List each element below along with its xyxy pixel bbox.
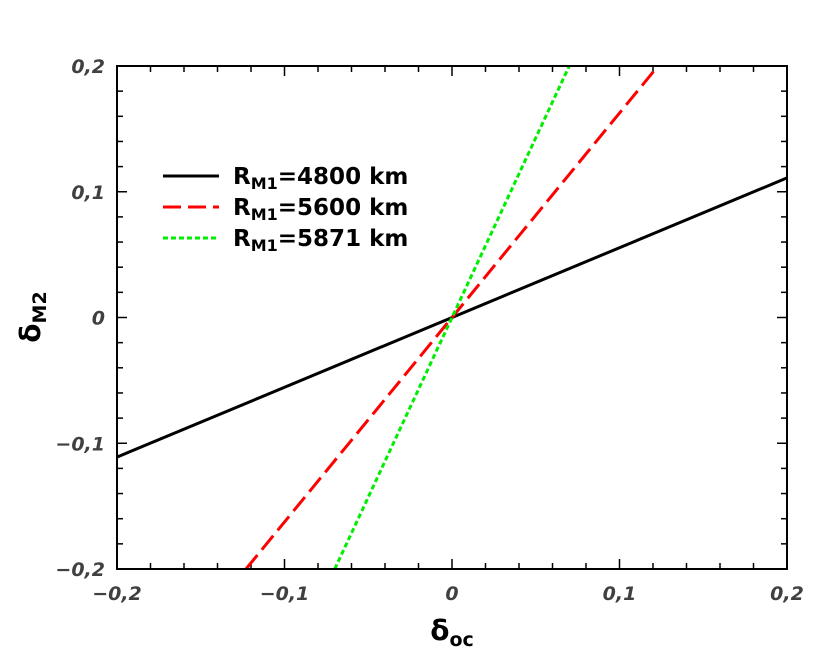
y-axis-title: δM2 (14, 291, 51, 342)
legend-label-rest: =5871 km (278, 226, 409, 252)
series-line-3 (333, 66, 571, 569)
x-axis-title: δoc (430, 614, 474, 651)
y-tick-label: −0,1 (55, 433, 105, 455)
plot-frame (116, 65, 788, 570)
plot-series (117, 66, 787, 569)
x-tick-label: −0,1 (260, 583, 310, 605)
legend-label-sub: M1 (251, 205, 278, 224)
y-tick-label: −0,2 (55, 559, 105, 581)
legend-label-rest: =5600 km (278, 195, 409, 221)
x-tick-label: 0,2 (770, 583, 804, 605)
legend-label-2: RM1=5600 km (233, 195, 408, 224)
legend-label-base: R (233, 226, 251, 252)
legend-label-sub: M1 (251, 174, 278, 193)
x-axis-title-sub: oc (449, 629, 473, 651)
x-tick-label: 0,1 (603, 583, 637, 605)
y-axis-title-sub: M2 (29, 291, 51, 323)
legend-label-sub: M1 (251, 236, 278, 255)
y-axis-title-base: δ (14, 323, 47, 342)
legend-label-rest: =4800 km (278, 164, 409, 190)
legend-label-base: R (233, 195, 251, 221)
legend-label-1: RM1=4800 km (233, 164, 408, 193)
y-tick-label: 0,2 (71, 56, 105, 78)
y-tick-label: 0,1 (71, 182, 105, 204)
x-tick-label: 0 (445, 583, 458, 605)
y-tick-label: 0 (92, 308, 105, 330)
x-tick-label: −0,2 (92, 583, 142, 605)
legend-label-base: R (233, 164, 251, 190)
tick-labels: −0,2 −0,1 0 0,1 0,2 −0,2 −0,1 0 0,1 0,2 (55, 56, 803, 605)
legend-label-3: RM1=5871 km (233, 226, 408, 255)
series-line-2 (244, 66, 660, 569)
x-axis-title-base: δ (430, 614, 449, 647)
